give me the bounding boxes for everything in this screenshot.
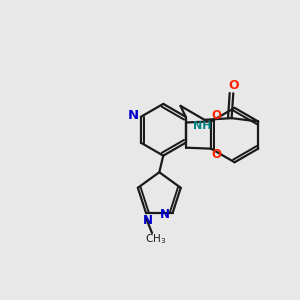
Text: CH$_3$: CH$_3$ (145, 232, 166, 246)
Text: O: O (212, 148, 222, 161)
Text: N: N (128, 109, 139, 122)
Text: O: O (228, 80, 238, 92)
Text: N: N (143, 214, 153, 227)
Text: N: N (160, 208, 170, 221)
Text: NH: NH (193, 122, 211, 131)
Text: O: O (212, 109, 222, 122)
